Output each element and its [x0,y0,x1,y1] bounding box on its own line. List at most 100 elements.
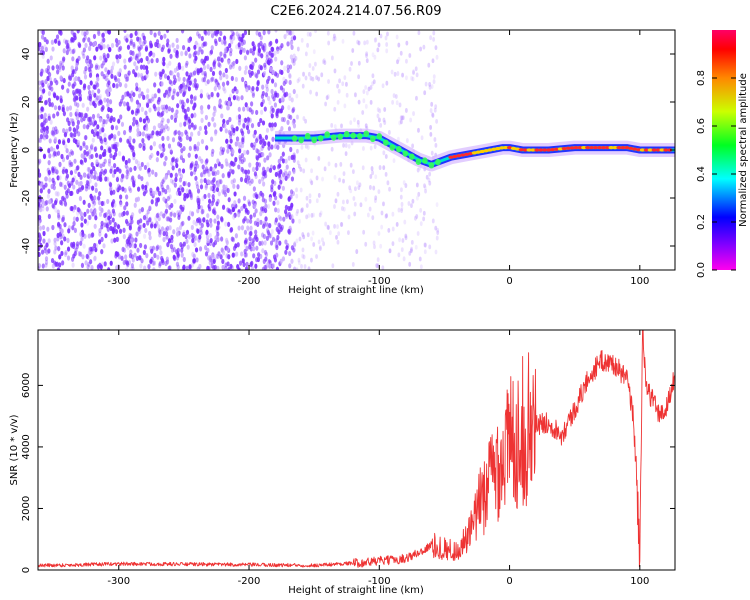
noise-speck [53,237,57,243]
noise-speck [185,188,189,194]
noise-speck [228,93,233,99]
noise-speck [291,30,295,37]
x-tick-label: -200 [238,276,261,287]
noise-speck [259,139,263,145]
noise-speck [175,162,179,169]
noise-speck [180,131,184,137]
noise-speck [154,71,158,77]
noise-speck [49,80,53,86]
noise-speck [42,126,47,132]
noise-speck [259,35,263,41]
noise-speck [250,123,255,129]
noise-speck [149,30,153,36]
noise-speck [410,239,414,245]
noise-speck [112,82,116,89]
noise-speck [147,264,151,270]
noise-speck [364,241,368,247]
noise-speck [137,87,142,93]
noise-speck [255,109,259,116]
noise-speck [333,106,337,112]
noise-speck [99,163,103,169]
noise-speck [145,181,149,187]
noise-speck [310,257,313,263]
noise-speck [56,191,60,197]
noise-speck [54,191,58,197]
noise-speck [229,263,233,269]
tone-peak [659,148,665,152]
noise-speck [75,62,79,68]
noise-speck [42,184,46,190]
noise-speck [305,203,309,208]
noise-speck [402,256,406,262]
noise-speck [107,161,112,167]
noise-speck [162,213,166,219]
noise-speck [91,89,95,96]
noise-speck [166,126,170,132]
noise-speck [268,152,272,158]
noise-speck [347,230,350,235]
noise-speck [348,185,352,191]
noise-speck [262,70,267,77]
noise-speck [230,75,234,82]
noise-speck [312,212,315,218]
noise-speck [237,164,241,170]
noise-speck [241,134,245,141]
noise-speck [434,142,438,148]
noise-speck [132,54,136,60]
noise-speck [177,130,181,136]
noise-speck [214,81,218,88]
noise-speck [395,222,399,227]
noise-speck [184,233,188,240]
noise-speck [330,123,334,128]
noise-speck [147,172,151,178]
noise-speck [60,228,64,234]
noise-speck [359,202,363,208]
noise-speck [60,200,64,206]
noise-speck [149,258,153,264]
noise-speck [177,62,181,68]
noise-speck [175,109,179,115]
noise-speck [122,259,126,266]
noise-speck [249,48,253,54]
noise-speck [417,191,421,197]
noise-speck [52,113,56,119]
noise-speck [255,245,259,251]
noise-speck [184,50,188,56]
noise-speck [136,247,140,253]
noise-speck [397,252,401,258]
noise-speck [323,60,327,66]
noise-speck [123,30,127,33]
noise-speck [240,95,244,101]
noise-speck [129,167,133,173]
noise-speck [93,169,97,176]
noise-speck [136,30,140,36]
tone-peak [538,148,544,152]
noise-speck [44,46,48,52]
noise-speck [382,165,386,171]
noise-speck [92,165,96,172]
noise-speck [63,222,67,228]
noise-speck [145,94,149,101]
tone-blob [369,135,376,143]
noise-speck [94,187,98,194]
noise-speck [150,223,154,229]
noise-speck [105,222,109,228]
noise-speck [261,151,265,158]
noise-speck [161,110,165,117]
noise-speck [266,95,271,102]
noise-speck [247,178,252,184]
noise-speck [146,209,150,215]
noise-speck [182,229,186,236]
noise-speck [195,146,200,152]
noise-speck [168,86,172,92]
noise-speck [221,189,225,195]
noise-speck [279,193,283,200]
noise-speck [236,242,240,248]
noise-speck [265,235,269,241]
noise-speck [274,56,278,62]
noise-speck [113,169,117,175]
noise-speck [128,125,133,131]
noise-speck [158,245,162,251]
noise-speck [192,169,197,175]
noise-speck [237,33,241,39]
